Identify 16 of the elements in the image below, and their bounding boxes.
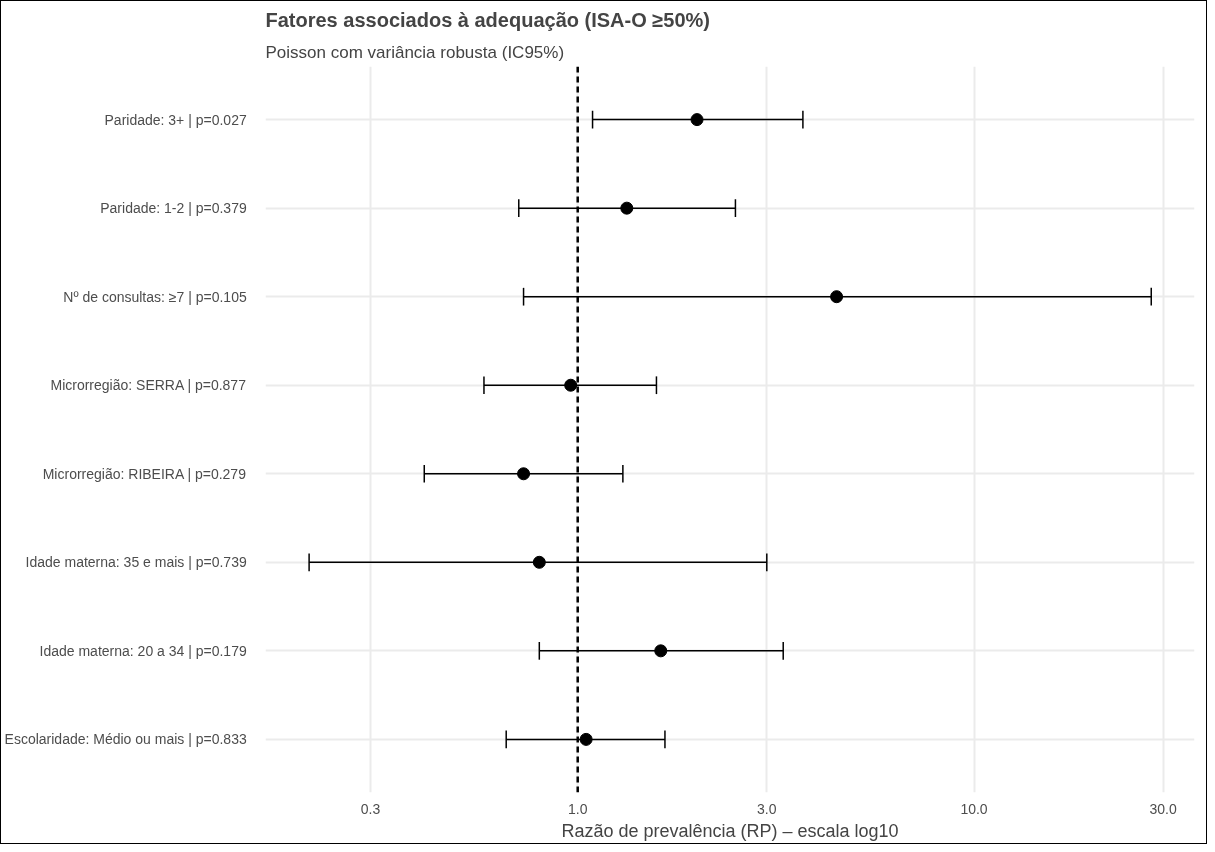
x-axis-title: Razão de prevalência (RP) – escala log10 xyxy=(561,820,899,841)
chart-subtitle: Poisson com variância robusta (IC95%) xyxy=(265,42,565,62)
x-tick-label: 0.3 xyxy=(360,800,381,817)
x-tick-label: 1.0 xyxy=(567,800,588,817)
y-tick-label: Nº de consultas: ≥7 | p=0.105 xyxy=(63,288,247,305)
x-tick-label: 30.0 xyxy=(1149,800,1177,817)
x-tick-label: 3.0 xyxy=(757,800,777,817)
y-tick-label: Idade materna: 20 a 34 | p=0.179 xyxy=(39,642,247,659)
y-tick-label: Paridade: 3+ | p=0.027 xyxy=(104,111,247,128)
y-tick-label: Microrregião: RIBEIRA | p=0.279 xyxy=(42,465,247,482)
y-tick-label: Microrregião: SERRA | p=0.877 xyxy=(50,377,247,394)
x-tick-label: 10.0 xyxy=(960,800,988,817)
y-tick-label: Escolaridade: Médio ou mais | p=0.833 xyxy=(4,731,247,748)
chart-title: Fatores associados à adequação (ISA-O ≥50%) xyxy=(265,8,710,31)
y-tick-label: Paridade: 1-2 | p=0.379 xyxy=(100,200,247,217)
y-tick-label: Idade materna: 35 e mais | p=0.739 xyxy=(25,554,247,571)
